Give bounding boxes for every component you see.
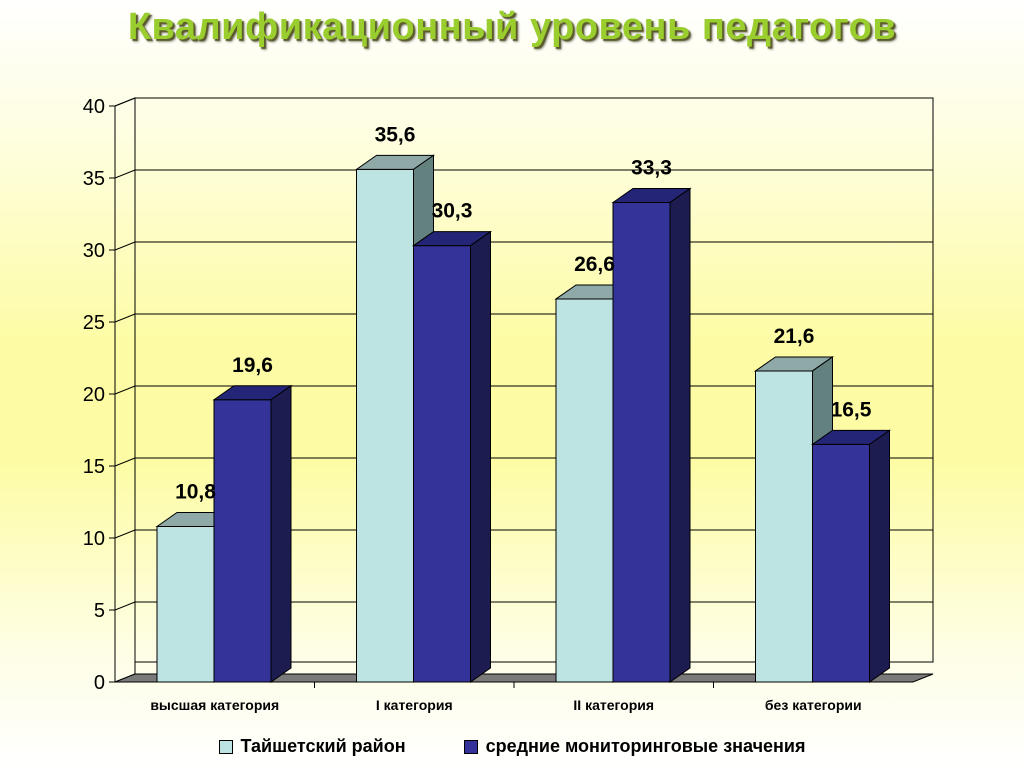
- bar-front: [612, 201, 671, 683]
- x-category-label: II категория: [573, 697, 654, 713]
- bar-front: [413, 245, 471, 683]
- gridline-side: [114, 385, 136, 395]
- gridline-side: [114, 169, 136, 179]
- y-tick-label: 30: [83, 240, 105, 262]
- legend-label-series-1: Тайшетский район: [240, 736, 406, 756]
- bar-side: [270, 384, 292, 683]
- x-category-label: I категория: [376, 697, 453, 713]
- gridline-side: [114, 241, 136, 251]
- gridline-side: [114, 313, 136, 323]
- y-tick-label: 10: [83, 528, 105, 550]
- y-tick-label: 0: [94, 672, 105, 694]
- y-tick-label: 15: [83, 456, 105, 478]
- bar-2-1: [212, 384, 293, 683]
- y-tick-label: 35: [83, 168, 105, 190]
- data-label: 16,5: [831, 398, 872, 421]
- gridline-side: [114, 97, 136, 107]
- data-label: 21,6: [774, 325, 815, 348]
- data-label: 35,6: [375, 123, 416, 146]
- bar-2-2: [411, 230, 493, 683]
- x-category-label: высшая категория: [150, 697, 279, 713]
- bars: [155, 154, 892, 683]
- data-label: 10,8: [175, 480, 216, 503]
- y-tick-label: 25: [83, 312, 105, 334]
- data-label: 26,6: [574, 253, 615, 276]
- legend-item-series-1: Тайшетский район: [218, 736, 406, 757]
- gridline-side: [114, 601, 136, 611]
- bar-side: [669, 187, 691, 683]
- axes: 0 5 10 15 20 25 30 35 40 высшая категория I катего…: [83, 96, 913, 713]
- legend: Тайшетский район средние мониторинговые …: [0, 736, 1024, 757]
- bar-side: [470, 230, 491, 683]
- bar-front: [356, 168, 414, 683]
- bar-2-4: [810, 429, 892, 683]
- legend-swatch-series-2: [463, 739, 478, 754]
- legend-item-series-2: средние мониторинговые значения: [463, 736, 806, 757]
- chart-title: Квалификационный уровень педагогов: [127, 6, 897, 48]
- data-label: 33,3: [631, 156, 672, 179]
- data-label: 19,6: [232, 354, 273, 377]
- y-tick-label: 20: [83, 384, 105, 406]
- bar-front: [213, 399, 272, 683]
- y-tick-label: 40: [83, 96, 105, 118]
- data-labels: 10,8 19,6 35,6 30,3 26,6 33,3 21,6 16,5: [175, 123, 872, 503]
- x-category-label: без категории: [765, 697, 862, 713]
- bar-front: [156, 525, 215, 683]
- legend-swatch-series-1: [218, 739, 233, 754]
- bar-front: [555, 298, 614, 683]
- bar-side: [869, 429, 890, 683]
- bar-front: [755, 370, 813, 683]
- legend-label-series-2: средние мониторинговые значения: [485, 736, 806, 756]
- bar-front: [812, 443, 870, 683]
- data-label: 30,3: [432, 200, 473, 223]
- gridline-side: [114, 529, 136, 539]
- y-tick-label: 5: [94, 600, 105, 622]
- gridline-side: [114, 457, 136, 467]
- bar-2-3: [611, 187, 692, 683]
